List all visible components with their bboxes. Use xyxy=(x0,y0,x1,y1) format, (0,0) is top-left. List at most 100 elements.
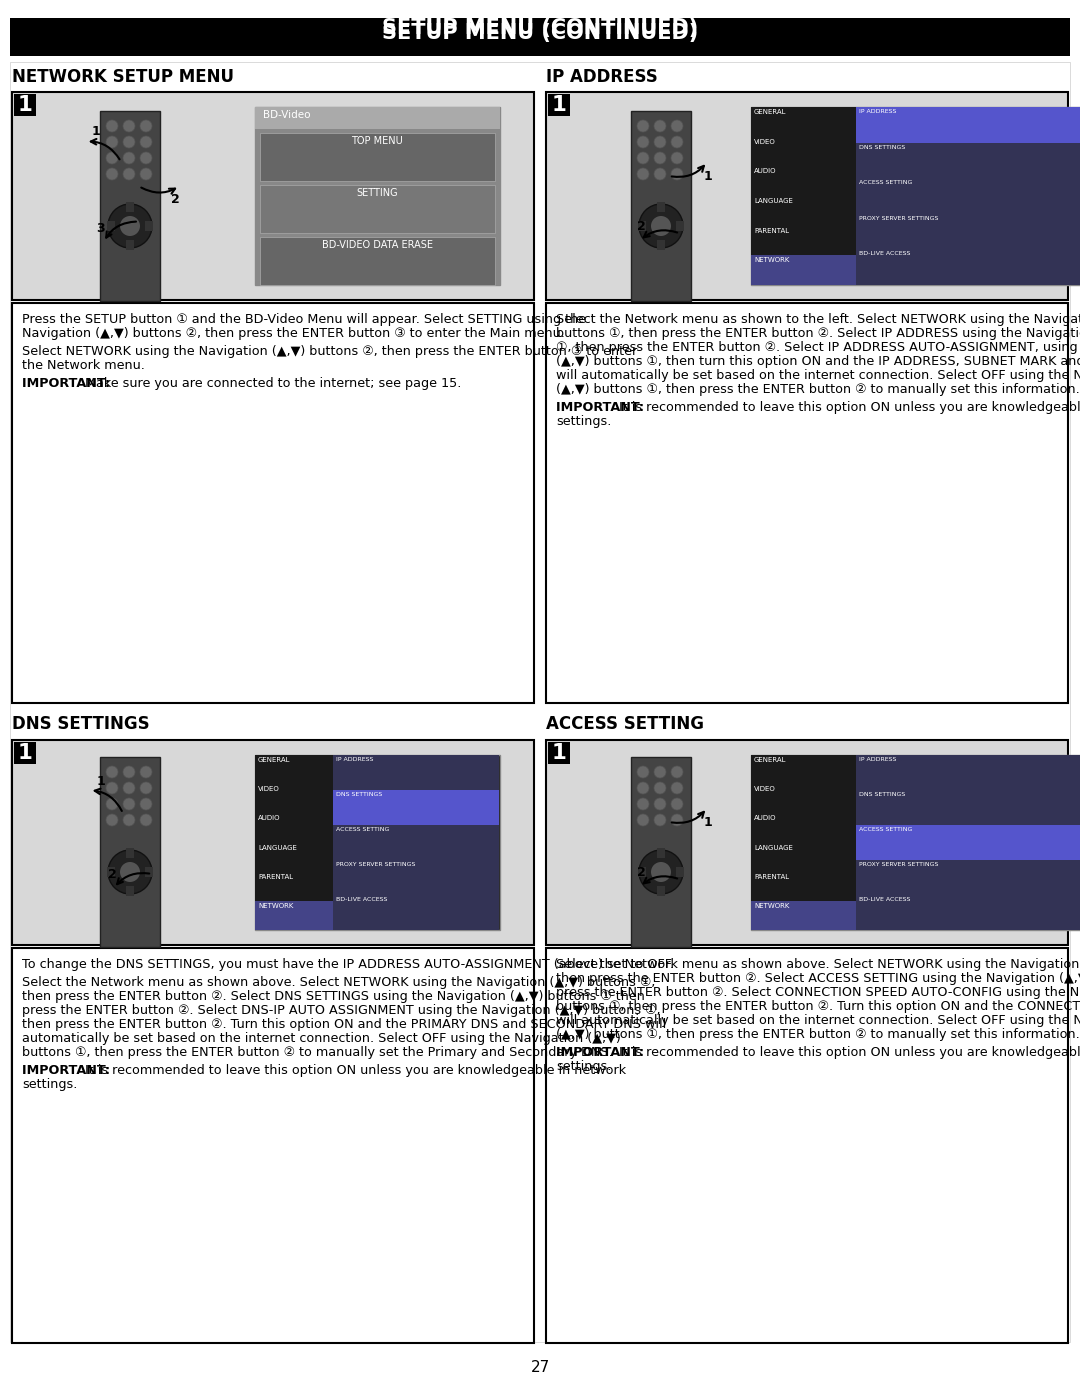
Bar xyxy=(255,872,333,901)
Circle shape xyxy=(123,136,135,148)
Text: buttons ①, then press the ENTER button ②. Turn this option ON and the CONNECTION: buttons ①, then press the ENTER button ②… xyxy=(556,1000,1080,1013)
Bar xyxy=(638,868,646,877)
Text: 1: 1 xyxy=(96,775,105,788)
Circle shape xyxy=(651,862,671,882)
Text: Select the Network menu as shown to the left. Select NETWORK using the Navigatio: Select the Network menu as shown to the … xyxy=(556,313,1080,326)
Bar xyxy=(546,949,1068,1343)
Text: LANGUAGE: LANGUAGE xyxy=(754,198,793,204)
Text: 1: 1 xyxy=(704,169,713,183)
Bar xyxy=(255,901,333,930)
Circle shape xyxy=(106,798,118,810)
Circle shape xyxy=(654,168,666,180)
Text: 1: 1 xyxy=(552,743,566,763)
Circle shape xyxy=(106,782,118,793)
Circle shape xyxy=(637,168,649,180)
Circle shape xyxy=(106,152,118,163)
Text: IP ADDRESS: IP ADDRESS xyxy=(859,757,896,761)
Circle shape xyxy=(671,814,683,826)
Circle shape xyxy=(123,782,135,793)
Bar xyxy=(631,110,691,300)
Bar xyxy=(10,18,1070,56)
Bar xyxy=(856,789,1080,826)
Bar xyxy=(751,842,856,872)
Circle shape xyxy=(671,168,683,180)
Circle shape xyxy=(671,782,683,793)
Text: 1: 1 xyxy=(17,743,32,763)
Text: buttons ①, then press the ENTER button ②. Select IP ADDRESS using the Navigation: buttons ①, then press the ENTER button ②… xyxy=(556,327,1080,339)
Text: 2: 2 xyxy=(637,221,646,233)
Bar xyxy=(548,94,570,116)
Text: press the ENTER button ②. Select DNS-IP AUTO ASSIGNMENT using the Navigation (▲,: press the ENTER button ②. Select DNS-IP … xyxy=(22,1004,661,1017)
Bar xyxy=(751,256,856,285)
Circle shape xyxy=(108,849,152,894)
Text: IMPORTANT:: IMPORTANT: xyxy=(556,401,649,414)
Text: automatically be set based on the internet connection. Select OFF using the Navi: automatically be set based on the intern… xyxy=(22,1032,621,1045)
Bar xyxy=(145,868,153,877)
Circle shape xyxy=(106,766,118,778)
Circle shape xyxy=(140,136,152,148)
Text: the Network menu.: the Network menu. xyxy=(22,359,145,372)
Bar xyxy=(657,240,665,250)
Bar xyxy=(126,886,134,895)
Text: BD-VIDEO DATA ERASE: BD-VIDEO DATA ERASE xyxy=(322,240,432,250)
Bar xyxy=(10,18,1070,56)
Text: PARENTAL: PARENTAL xyxy=(754,873,789,880)
Bar xyxy=(856,754,1080,789)
Text: 3: 3 xyxy=(96,222,105,235)
Text: then press the ENTER button ②. Select DNS SETTINGS using the Navigation (▲,▼) bu: then press the ENTER button ②. Select DN… xyxy=(22,990,645,1003)
Circle shape xyxy=(106,120,118,131)
Text: ①, then press the ENTER button ②. Select IP ADDRESS AUTO-ASSIGNMENT, using the N: ①, then press the ENTER button ②. Select… xyxy=(556,341,1080,353)
Bar xyxy=(548,742,570,764)
Text: NETWORK: NETWORK xyxy=(754,257,789,263)
Circle shape xyxy=(123,814,135,826)
Bar xyxy=(260,237,495,285)
Bar xyxy=(751,754,1080,930)
Circle shape xyxy=(637,152,649,163)
Circle shape xyxy=(654,120,666,131)
Text: SETUP MENU (CONTINUED): SETUP MENU (CONTINUED) xyxy=(382,18,698,38)
Text: Press the SETUP button ① and the BD-Video Menu will appear. Select SETTING using: Press the SETUP button ① and the BD-Vide… xyxy=(22,313,586,326)
Text: IP ADDRESS: IP ADDRESS xyxy=(336,757,374,761)
Circle shape xyxy=(140,798,152,810)
Bar xyxy=(145,221,153,231)
Circle shape xyxy=(671,120,683,131)
Bar xyxy=(12,740,534,944)
Circle shape xyxy=(671,766,683,778)
Bar xyxy=(333,895,499,930)
Text: buttons ①, then press the ENTER button ② to manually set the Primary and Seconda: buttons ①, then press the ENTER button ②… xyxy=(22,1046,612,1059)
Text: LANGUAGE: LANGUAGE xyxy=(258,845,297,851)
Bar xyxy=(333,754,499,789)
Text: ACCESS SETTING: ACCESS SETTING xyxy=(859,827,913,833)
Text: PROXY SERVER SETTINGS: PROXY SERVER SETTINGS xyxy=(336,862,416,868)
Bar xyxy=(751,754,856,784)
Text: then press the ENTER button ②. Select ACCESS SETTING using the Navigation (▲,▼) : then press the ENTER button ②. Select AC… xyxy=(556,972,1080,985)
Circle shape xyxy=(654,766,666,778)
Bar xyxy=(255,108,500,129)
Circle shape xyxy=(637,120,649,131)
Text: BD-LIVE ACCESS: BD-LIVE ACCESS xyxy=(336,897,388,902)
Text: IMPORTANT:: IMPORTANT: xyxy=(22,1065,114,1077)
Text: Select NETWORK using the Navigation (▲,▼) buttons ②, then press the ENTER button: Select NETWORK using the Navigation (▲,▼… xyxy=(22,345,637,358)
Text: ACCESS SETTING: ACCESS SETTING xyxy=(546,715,704,733)
Text: VIDEO: VIDEO xyxy=(754,787,775,792)
Bar xyxy=(856,250,1080,285)
Bar xyxy=(751,901,856,930)
Text: It is recommended to leave this option ON unless you are knowledgeable in networ: It is recommended to leave this option O… xyxy=(619,401,1080,414)
Bar xyxy=(107,868,114,877)
Bar xyxy=(12,92,534,300)
Text: ACCESS SETTING: ACCESS SETTING xyxy=(336,827,390,833)
Text: DNS SETTINGS: DNS SETTINGS xyxy=(859,792,905,798)
Bar xyxy=(751,226,856,256)
Text: settings.: settings. xyxy=(556,415,611,427)
Text: DNS SETTINGS: DNS SETTINGS xyxy=(859,145,905,149)
Text: (▲,▼) buttons ①, then press the ENTER button ② to manually set this information.: (▲,▼) buttons ①, then press the ENTER bu… xyxy=(556,383,1080,395)
Text: LANGUAGE: LANGUAGE xyxy=(754,845,793,851)
Bar xyxy=(856,826,1080,861)
Bar xyxy=(751,872,856,901)
Text: settings.: settings. xyxy=(556,1060,611,1073)
Text: IP ADDRESS: IP ADDRESS xyxy=(546,68,658,87)
Bar xyxy=(126,240,134,250)
Bar xyxy=(751,784,856,813)
Text: DNS SETTINGS: DNS SETTINGS xyxy=(12,715,150,733)
Bar xyxy=(100,110,160,300)
